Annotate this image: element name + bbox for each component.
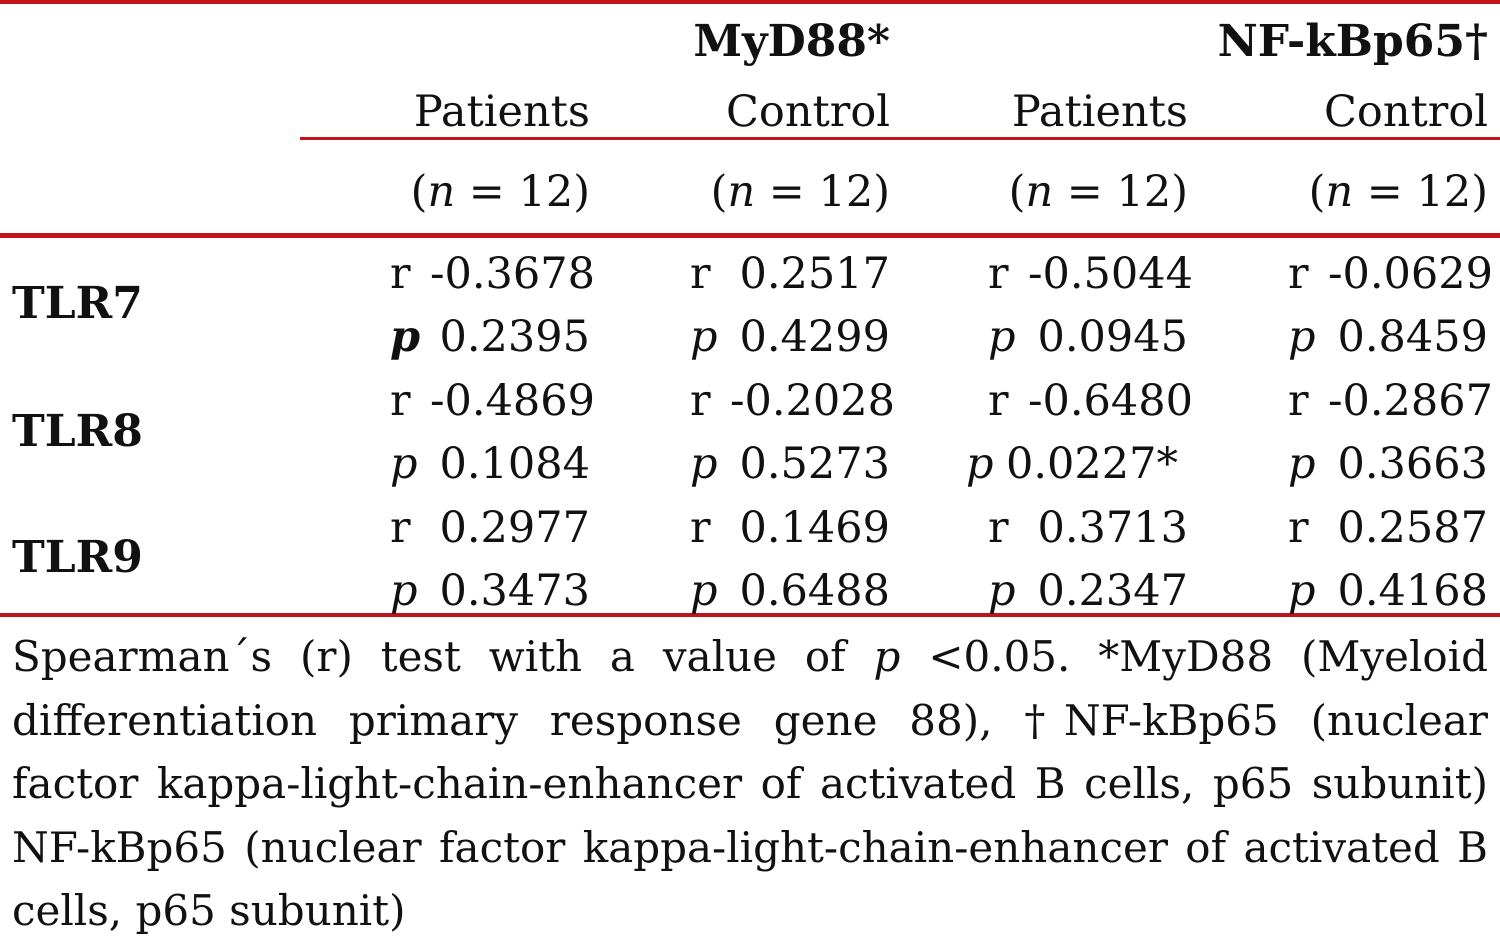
table-cell: r -0.2867 — [1288, 376, 1493, 426]
header-bottom-rule — [0, 233, 1500, 238]
subheader-myd88-patients: Patients — [413, 87, 590, 137]
n-label-myd88-patients: (n = 12) — [410, 167, 590, 217]
group-header-myd88: MyD88* — [693, 16, 890, 67]
table-cell: p 0.2347 — [988, 566, 1188, 616]
subheader-myd88-control: Control — [726, 87, 890, 137]
table-cell: r 0.2587 — [1288, 503, 1488, 553]
table-cell: p 0.6488 — [690, 566, 890, 616]
n-label-nfkb-patients: (n = 12) — [1008, 167, 1188, 217]
table-cell: r 0.3713 — [988, 503, 1188, 553]
table-footnote: Spearman´s (r) test with a value of p <0… — [12, 632, 1488, 935]
row-label-tlr7: TLR7 — [12, 278, 143, 329]
table-cell: r -0.4869 — [390, 376, 595, 426]
table-cell: p 0.2395 — [390, 312, 590, 362]
top-rule — [0, 0, 1500, 4]
row-label-tlr8: TLR8 — [12, 406, 143, 457]
table-cell: r -0.5044 — [988, 249, 1193, 299]
table-cell: p 0.1084 — [390, 439, 590, 489]
n-label-nfkb-control: (n = 12) — [1308, 167, 1488, 217]
subheader-nfkb-patients: Patients — [1011, 87, 1188, 137]
table-cell: r -0.2028 — [690, 376, 895, 426]
table-cell: r 0.1469 — [690, 503, 890, 553]
table-cell: p 0.8459 — [1288, 312, 1488, 362]
table-cell: r 0.2517 — [690, 249, 890, 299]
table-cell: r 0.2977 — [390, 503, 590, 553]
table-bottom-rule — [0, 613, 1500, 617]
table-cell: p 0.4168 — [1288, 566, 1488, 616]
subheader-rule — [300, 137, 1500, 140]
table-cell: p 0.5273 — [690, 439, 890, 489]
table-cell: p 0.4299 — [690, 312, 890, 362]
table-cell: p 0.0227* — [966, 439, 1178, 489]
table-cell: p 0.3473 — [390, 566, 590, 616]
row-label-tlr9: TLR9 — [12, 532, 143, 583]
n-label-myd88-control: (n = 12) — [710, 167, 890, 217]
group-header-nfkbp65: NF-kBp65† — [1217, 16, 1488, 67]
table-cell: p 0.0945 — [988, 312, 1188, 362]
subheader-nfkb-control: Control — [1324, 87, 1488, 137]
table-cell: r -0.6480 — [988, 376, 1193, 426]
table-cell: r -0.0629 — [1288, 249, 1493, 299]
table-cell: p 0.3663 — [1288, 439, 1488, 489]
table-cell: r -0.3678 — [390, 249, 595, 299]
